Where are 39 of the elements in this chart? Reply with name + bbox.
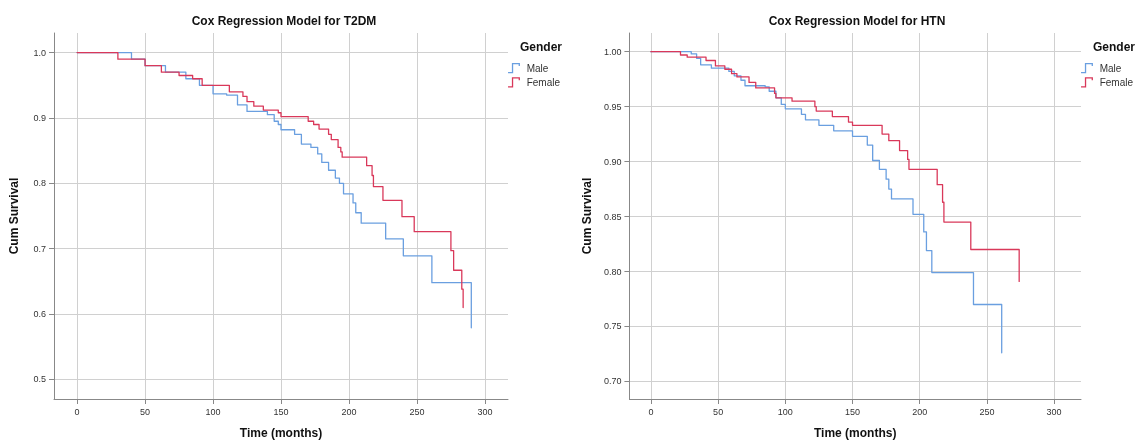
y-tick-label: 0.85 — [603, 211, 622, 222]
y-tick-label: 0.80 — [603, 266, 622, 277]
y-axis-title: Cum Survival — [580, 177, 594, 255]
x-tick-label: 200 — [341, 406, 357, 417]
x-axis-title: Time (months) — [813, 426, 897, 440]
y-tick-label: 1.0 — [33, 47, 46, 58]
x-tick-label: 0 — [648, 406, 654, 417]
y-tick-label: 0.5 — [33, 374, 46, 385]
y-tick-label: 0.75 — [603, 321, 622, 332]
x-tick-label: 300 — [477, 406, 493, 417]
x-tick-label: 50 — [713, 406, 724, 417]
x-tick-label: 200 — [912, 406, 928, 417]
y-tick-label: 0.70 — [603, 376, 622, 387]
legend-label: Male — [1099, 62, 1122, 74]
legend-title: Gender — [519, 40, 563, 54]
chart-title: Cox Regression Model for T2DM — [191, 14, 377, 28]
y-tick-label: 1.00 — [603, 46, 622, 57]
x-tick-label: 150 — [845, 406, 861, 417]
x-tick-label: 250 — [979, 406, 995, 417]
x-tick-label: 150 — [273, 406, 289, 417]
y-tick-label: 0.7 — [33, 243, 46, 254]
x-tick-label: 250 — [409, 406, 425, 417]
legend-label: Female — [526, 76, 561, 88]
legend-label: Female — [1099, 76, 1134, 88]
y-tick-label: 0.95 — [603, 101, 622, 112]
y-tick-label: 0.90 — [603, 156, 622, 167]
legend-title: Gender — [1092, 40, 1136, 54]
x-tick-label: 50 — [140, 406, 151, 417]
x-axis-title: Time (months) — [239, 426, 323, 440]
x-tick-label: 0 — [74, 406, 80, 417]
y-tick-label: 0.6 — [33, 309, 46, 320]
x-tick-label: 100 — [205, 406, 221, 417]
x-tick-label: 100 — [777, 406, 793, 417]
y-axis-title: Cum Survival — [7, 177, 21, 255]
legend-label: Male — [526, 62, 549, 74]
x-tick-label: 300 — [1046, 406, 1062, 417]
chart-title: Cox Regression Model for HTN — [768, 14, 946, 28]
y-tick-label: 0.9 — [33, 112, 46, 123]
y-tick-label: 0.8 — [33, 178, 46, 189]
